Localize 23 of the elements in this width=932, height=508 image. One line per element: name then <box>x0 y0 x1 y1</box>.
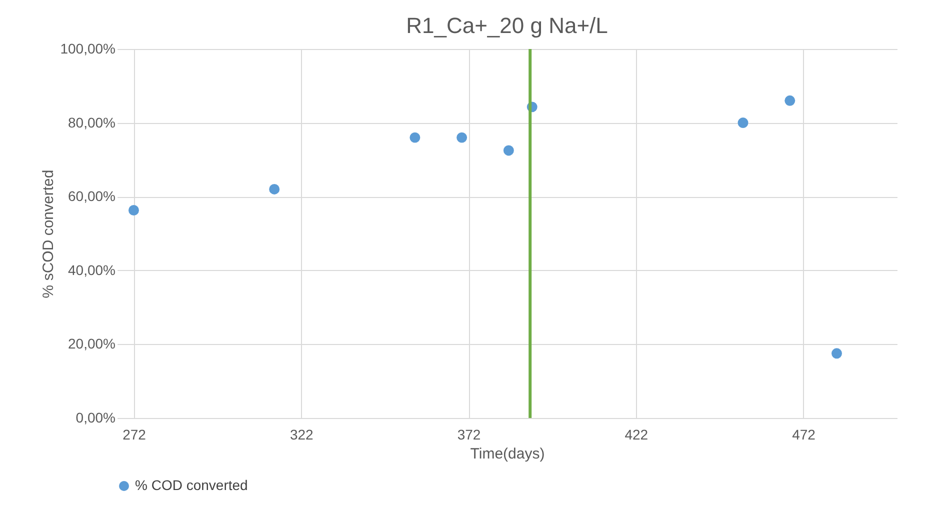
y-tick-label: 80,00% <box>68 114 116 130</box>
x-tick-label: 322 <box>290 426 314 442</box>
point <box>784 95 796 106</box>
x-tick-label: 422 <box>624 426 648 442</box>
y-tick-label: 40,00% <box>68 262 116 278</box>
y-tick-label: 60,00% <box>68 188 116 204</box>
y-tick-label: 0,00% <box>76 410 116 426</box>
y-axis-title: % sCOD converted <box>40 170 58 298</box>
chart-title: R1_Ca+_20 g Na+/L <box>406 13 608 38</box>
x-tick-label: 272 <box>122 426 146 442</box>
x-axis-title: Time(days) <box>470 446 545 462</box>
y-tick-label: 100,00% <box>60 40 116 56</box>
point <box>410 132 420 143</box>
x-tick-label: 372 <box>457 426 481 442</box>
point <box>269 184 280 194</box>
point <box>456 132 468 143</box>
point <box>738 118 748 128</box>
point <box>128 205 139 216</box>
y-tick-label: 20,00% <box>68 336 116 352</box>
point <box>503 145 514 156</box>
x-tick-label: 472 <box>792 426 816 442</box>
point <box>832 348 842 359</box>
legend-label: % COD converted <box>135 477 248 493</box>
